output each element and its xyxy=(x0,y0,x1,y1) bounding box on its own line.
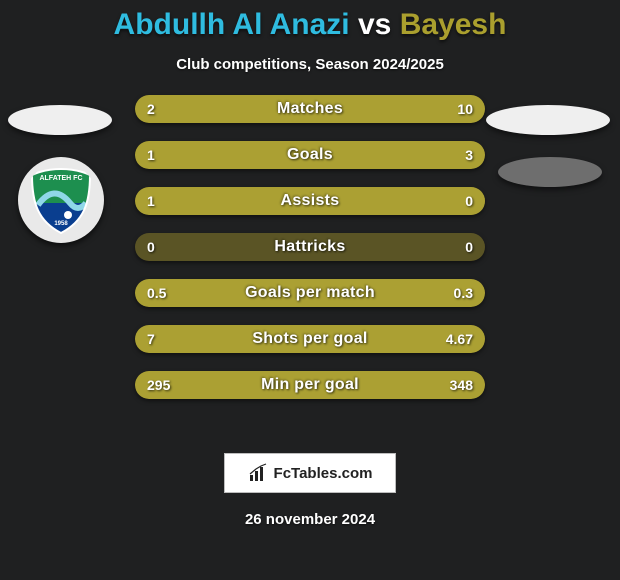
club-badge-crest: ALFATEH FC 1958 xyxy=(24,163,98,237)
stat-label: Shots per goal xyxy=(135,325,485,353)
stat-label: Matches xyxy=(135,95,485,123)
stat-label: Goals xyxy=(135,141,485,169)
competition-subtitle: Club competitions, Season 2024/2025 xyxy=(0,56,620,73)
stat-label: Goals per match xyxy=(135,279,485,307)
snapshot-date: 26 november 2024 xyxy=(0,511,620,528)
player1-name: Abdullh Al Anazi xyxy=(114,8,350,41)
stat-bar-row: 00Hattricks xyxy=(135,233,485,261)
stat-bar-row: 10Assists xyxy=(135,187,485,215)
stat-bars-container: 210Matches 13Goals 10Assists 00Hattricks 0.5… xyxy=(135,95,485,417)
stat-label: Min per goal xyxy=(135,371,485,399)
player-silhouette-ellipse xyxy=(486,105,610,135)
stat-label: Assists xyxy=(135,187,485,215)
stat-bar-row: 0.50.3Goals per match xyxy=(135,279,485,307)
player1-club-badge: ALFATEH FC 1958 xyxy=(18,157,104,243)
player-silhouette-ellipse xyxy=(498,157,602,187)
bar-chart-icon xyxy=(248,463,268,483)
svg-text:ALFATEH FC: ALFATEH FC xyxy=(39,175,82,182)
comparison-title: Abdullh Al Anazi vs Bayesh xyxy=(0,0,620,42)
vs-word: vs xyxy=(358,8,391,41)
player2-name: Bayesh xyxy=(400,8,507,41)
svg-text:1958: 1958 xyxy=(54,221,68,227)
fctables-logo[interactable]: FcTables.com xyxy=(224,453,396,493)
stat-label: Hattricks xyxy=(135,233,485,261)
stat-bar-row: 210Matches xyxy=(135,95,485,123)
stat-bar-row: 74.67Shots per goal xyxy=(135,325,485,353)
fctables-logo-text: FcTables.com xyxy=(274,465,373,482)
comparison-arena: 210Matches 13Goals 10Assists 00Hattricks 0.5… xyxy=(0,95,620,425)
player-silhouette-ellipse xyxy=(8,105,112,135)
stat-bar-row: 13Goals xyxy=(135,141,485,169)
stat-bar-row: 295348Min per goal xyxy=(135,371,485,399)
